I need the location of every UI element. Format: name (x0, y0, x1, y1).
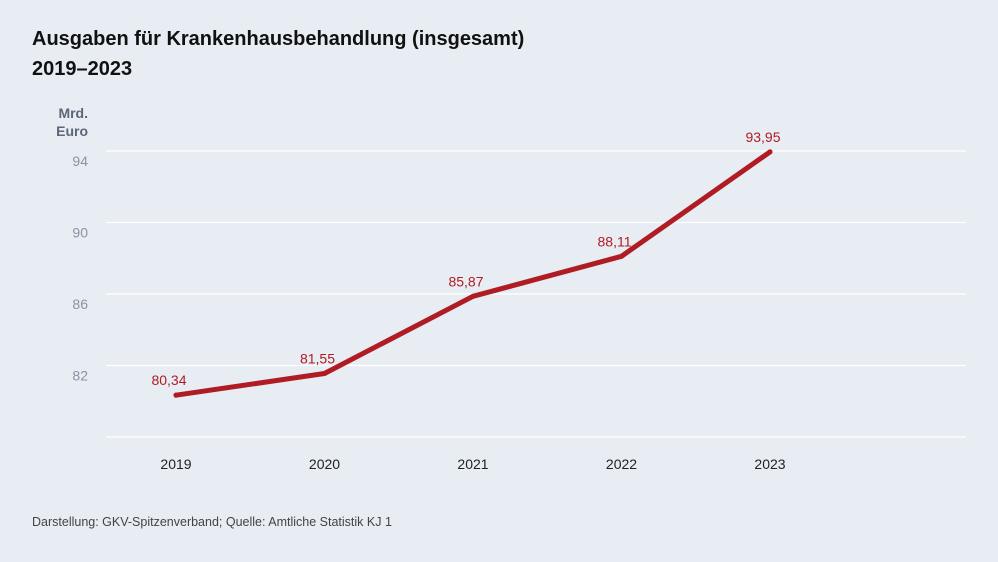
data-label: 80,34 (151, 372, 186, 388)
chart-title-line2: 2019–2023 (32, 58, 133, 80)
x-axis-ticks: 2019 2020 2021 2022 2023 (160, 456, 785, 472)
x-tick-label: 2021 (457, 456, 488, 472)
chart-title: Ausgaben für Krankenhausbehandlung (insg… (32, 24, 524, 84)
grid-layer (106, 150, 966, 438)
data-label: 81,55 (300, 351, 335, 367)
chart-title-line1: Ausgaben für Krankenhausbehandlung (insg… (32, 28, 525, 50)
data-point (767, 149, 773, 155)
y-tick-label: 94 (72, 153, 88, 169)
y-tick-label: 82 (72, 368, 88, 384)
data-label: 85,87 (448, 273, 483, 289)
x-tick-label: 2023 (754, 456, 785, 472)
y-axis-unit-label: Mrd. Euro (54, 104, 88, 140)
data-label: 88,11 (598, 233, 632, 249)
x-tick-label: 2019 (160, 456, 191, 472)
series-layer (173, 149, 773, 398)
y-tick-label: 90 (72, 225, 88, 241)
data-point (322, 371, 327, 377)
data-point (173, 392, 179, 398)
data-labels: 80,34 81,55 85,87 88,11 93,95 (151, 129, 780, 388)
data-point (619, 253, 624, 259)
y-tick-label: 86 (72, 296, 88, 312)
y-axis-unit-line1: Mrd. (58, 105, 88, 121)
x-tick-label: 2020 (309, 456, 340, 472)
data-label: 93,95 (745, 129, 780, 145)
y-axis-ticks: 82 86 90 94 (72, 153, 88, 384)
x-tick-label: 2022 (606, 456, 637, 472)
y-axis-unit-line2: Euro (56, 123, 88, 139)
source-note: Darstellung: GKV-Spitzenverband; Quelle:… (32, 515, 392, 529)
data-point (470, 293, 476, 299)
